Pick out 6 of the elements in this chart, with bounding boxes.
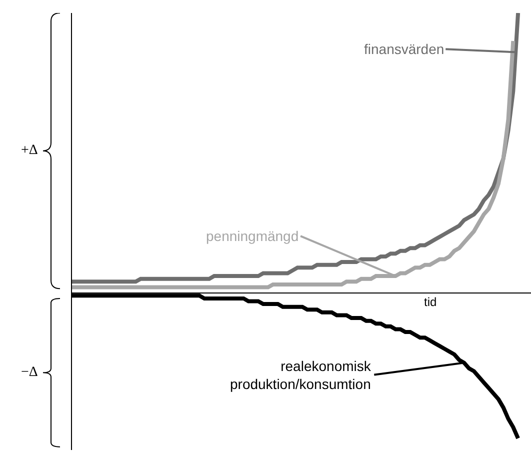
text: realekonomisk produktion/konsumtion bbox=[230, 358, 372, 392]
text: +Δ bbox=[21, 143, 38, 158]
x-axis-title: tid bbox=[424, 295, 437, 309]
text: −Δ bbox=[21, 365, 38, 380]
legend-label: finansvärden bbox=[364, 41, 444, 57]
text: penningmängd bbox=[206, 228, 299, 244]
